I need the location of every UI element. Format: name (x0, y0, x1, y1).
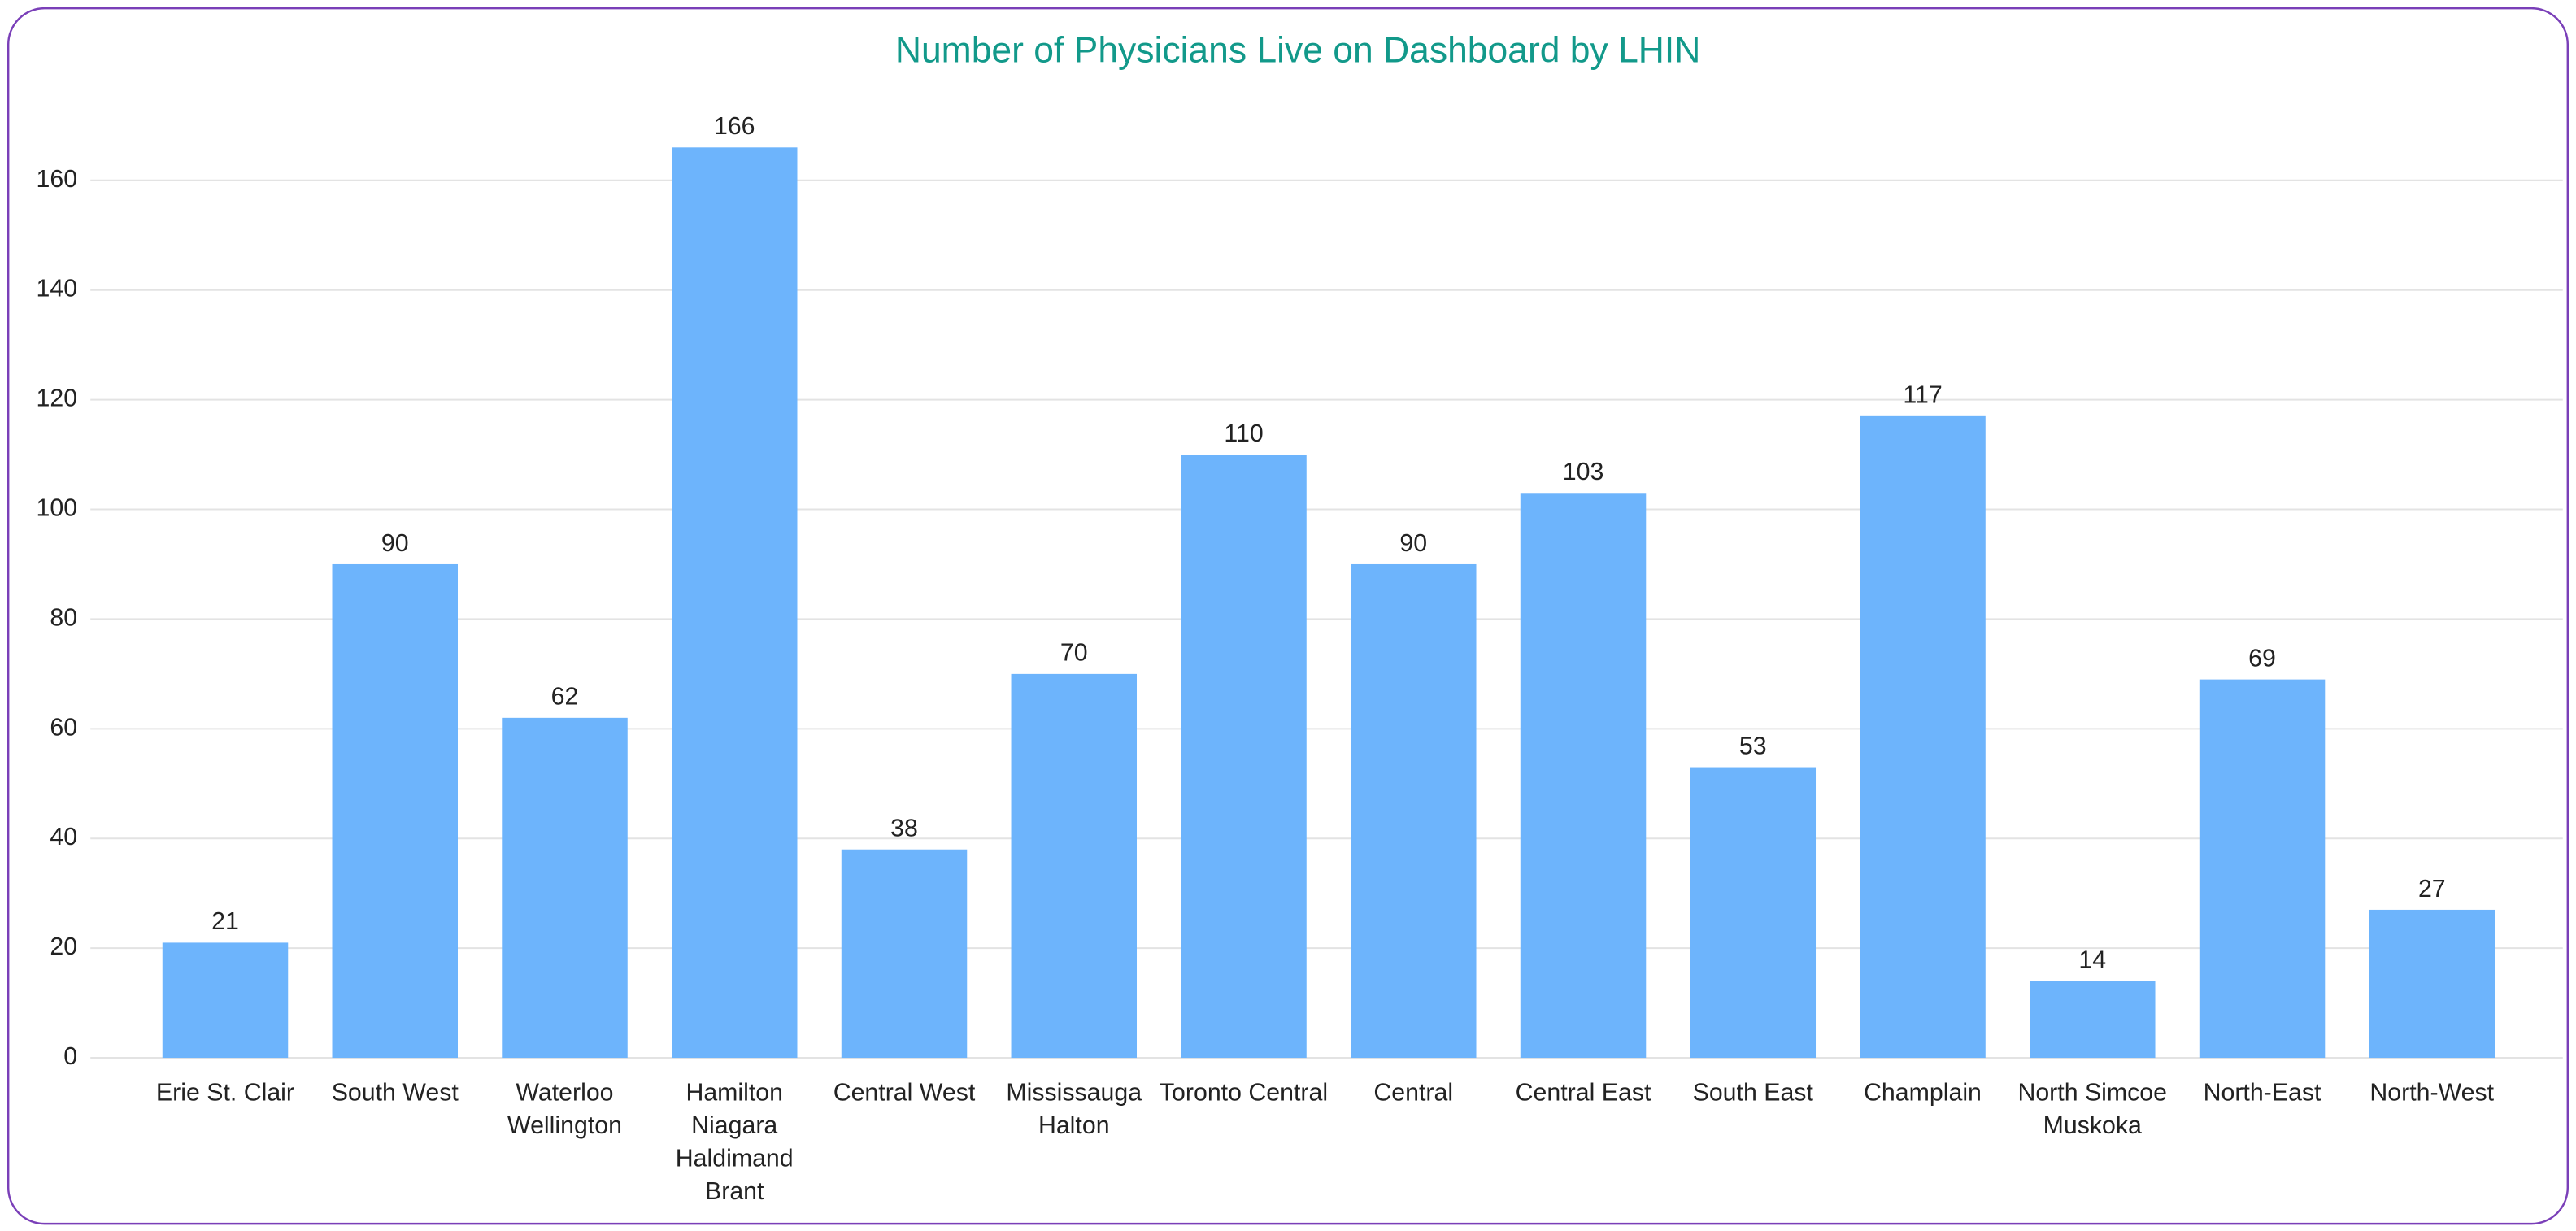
x-tick-label-box: Mississauga Halton (1006, 1079, 1142, 1141)
x-tick-label-box: Erie St. Clair (155, 1079, 295, 1107)
x-tick-label-box: Waterloo Wellington (507, 1079, 622, 1141)
data-label: 62 (551, 684, 579, 711)
x-tick-label: Central West (833, 1079, 976, 1107)
x-tick-label-box: North-East (2203, 1079, 2321, 1107)
data-label: 27 (2418, 876, 2446, 903)
chart-title: Number of Physicians Live on Dashboard b… (895, 30, 1700, 70)
y-tick-label: 160 (36, 166, 77, 193)
x-tick-label-box: Central (1373, 1079, 1454, 1107)
x-tick-label: North Simcoe Muskoka (2017, 1079, 2168, 1141)
data-label: 166 (714, 113, 755, 140)
y-tick-label: 120 (36, 385, 77, 412)
x-tick-label-box: Central West (833, 1079, 976, 1107)
bar (332, 563, 458, 1059)
y-tick-label: 0 (63, 1043, 77, 1070)
data-label: 103 (1563, 459, 1604, 485)
x-tick-label-box: Toronto Central (1159, 1079, 1329, 1107)
bar (1181, 455, 1307, 1059)
x-tick-label-box: South East (1692, 1079, 1813, 1107)
data-label: 69 (2248, 645, 2276, 672)
bar (1351, 563, 1477, 1059)
data-label: 38 (890, 816, 918, 842)
x-tick-label: Toronto Central (1159, 1079, 1329, 1107)
y-tick-label: 80 (50, 604, 77, 631)
x-tick-label: South West (331, 1079, 459, 1107)
x-tick-label-box: Champlain (1864, 1079, 1982, 1107)
x-tick-label: Erie St. Clair (155, 1079, 295, 1107)
x-tick-label-box: Central East (1515, 1079, 1651, 1107)
x-tick-label: North-East (2203, 1079, 2321, 1107)
data-label: 70 (1060, 640, 1088, 667)
y-tick-label: 100 (36, 495, 77, 522)
bar (1011, 673, 1138, 1059)
y-tick-label: 140 (36, 276, 77, 302)
bar (1520, 493, 1647, 1059)
data-label: 117 (1903, 382, 1942, 409)
y-tick-label: 40 (50, 824, 77, 850)
data-label: 14 (2078, 946, 2106, 973)
x-tick-label-box: North Simcoe Muskoka (2017, 1079, 2168, 1141)
data-label: 110 (1224, 420, 1263, 447)
bar (2030, 981, 2156, 1059)
bar (672, 147, 798, 1059)
data-label: 90 (381, 530, 409, 557)
data-label: 21 (211, 908, 239, 935)
x-tick-label: Hamilton Niagara Haldimand Brant (675, 1079, 794, 1206)
data-label: 90 (1399, 530, 1427, 557)
x-tick-label: Champlain (1864, 1079, 1982, 1107)
data-label: 53 (1739, 733, 1767, 759)
x-tick-label: Waterloo Wellington (507, 1079, 622, 1141)
x-tick-label: South East (1692, 1079, 1813, 1107)
bar (1690, 767, 1817, 1059)
x-tick-label-box: Hamilton Niagara Haldimand Brant (675, 1079, 794, 1206)
x-tick-label: North-West (2369, 1079, 2495, 1107)
y-tick-label: 60 (50, 714, 77, 741)
x-tick-label: Central East (1515, 1079, 1651, 1107)
y-tick-label: 20 (50, 933, 77, 960)
bar (841, 849, 968, 1059)
x-tick-label-box: South West (331, 1079, 459, 1107)
bar (2199, 679, 2326, 1059)
x-tick-label: Central (1373, 1079, 1454, 1107)
bar (502, 717, 628, 1059)
x-tick-label: Mississauga Halton (1006, 1079, 1142, 1141)
bar (162, 942, 289, 1059)
x-tick-label-box: North-West (2369, 1079, 2495, 1107)
bar (1860, 415, 1986, 1059)
bar (2369, 909, 2496, 1059)
